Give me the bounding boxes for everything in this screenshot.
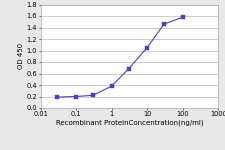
X-axis label: Recombinant ProteinConcentration(ng/ml): Recombinant ProteinConcentration(ng/ml): [56, 120, 203, 126]
Y-axis label: OD 450: OD 450: [18, 43, 24, 69]
